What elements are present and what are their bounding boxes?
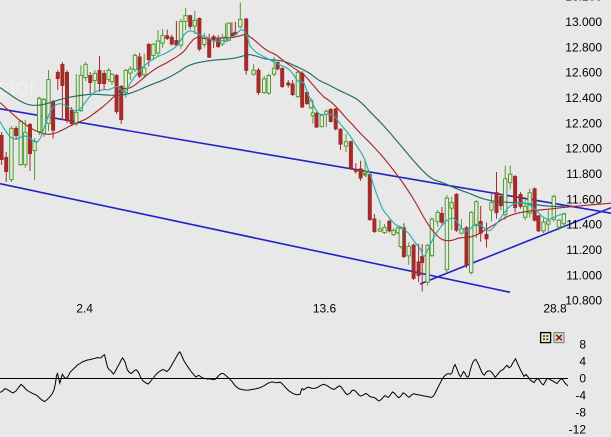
svg-text:12.000: 12.000 xyxy=(565,142,602,156)
svg-text:-4: -4 xyxy=(575,389,586,403)
svg-text:12.400: 12.400 xyxy=(565,91,602,105)
svg-text:28.8: 28.8 xyxy=(543,302,567,316)
svg-text:-8: -8 xyxy=(575,406,586,420)
svg-text:13.000: 13.000 xyxy=(565,15,602,29)
svg-text:2.4: 2.4 xyxy=(76,302,93,316)
svg-text:11.600: 11.600 xyxy=(566,192,602,206)
svg-text:8: 8 xyxy=(579,337,586,351)
svg-text:11.800: 11.800 xyxy=(566,167,602,181)
svg-text:10.800: 10.800 xyxy=(565,294,602,308)
svg-text:4: 4 xyxy=(579,355,586,369)
svg-text:12.600: 12.600 xyxy=(565,66,602,80)
svg-text:12.800: 12.800 xyxy=(565,40,602,54)
svg-text:11.200: 11.200 xyxy=(566,243,602,257)
svg-text:13.6: 13.6 xyxy=(313,302,337,316)
svg-text:stor: stor xyxy=(0,74,37,100)
svg-text:11.400: 11.400 xyxy=(566,218,602,232)
svg-text:0: 0 xyxy=(579,372,586,386)
svg-text:12.200: 12.200 xyxy=(565,116,602,130)
svg-text:11.000: 11.000 xyxy=(566,268,602,282)
svg-text:-12: -12 xyxy=(569,423,587,437)
svg-text:13.200: 13.200 xyxy=(565,0,602,4)
